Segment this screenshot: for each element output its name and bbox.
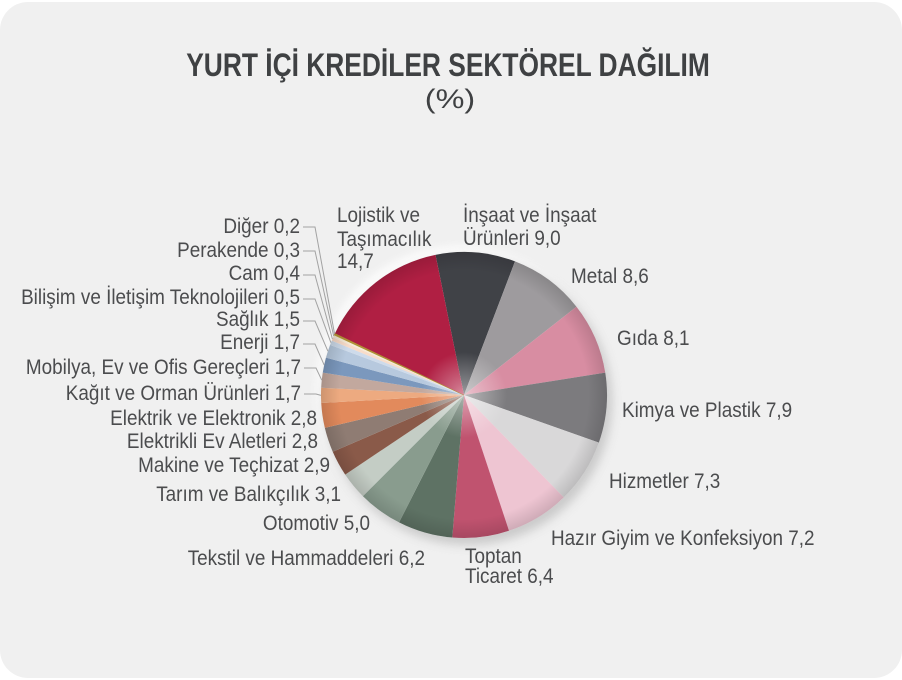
svg-text:Gıda 8,1: Gıda 8,1 (617, 327, 689, 350)
svg-text:Ticaret 6,4: Ticaret 6,4 (465, 565, 554, 588)
svg-text:Tekstil ve Hammaddeleri 6,2: Tekstil ve Hammaddeleri 6,2 (188, 547, 425, 570)
svg-text:Otomotiv 5,0: Otomotiv 5,0 (263, 512, 370, 535)
svg-text:Enerji 1,7: Enerji 1,7 (220, 331, 300, 354)
svg-text:Elektrikli Ev Aletleri 2,8: Elektrikli Ev Aletleri 2,8 (127, 430, 318, 453)
svg-text:Diğer 0,2: Diğer 0,2 (223, 215, 300, 238)
svg-text:Tarım ve Balıkçılık 3,1: Tarım ve Balıkçılık 3,1 (156, 483, 341, 506)
svg-text:Lojistik ve: Lojistik ve (337, 204, 420, 227)
svg-text:Ürünleri 9,0: Ürünleri 9,0 (463, 227, 561, 250)
svg-text:Perakende 0,3: Perakende 0,3 (177, 239, 300, 262)
svg-text:Elektrik ve Elektronik 2,8: Elektrik ve Elektronik 2,8 (110, 407, 317, 430)
svg-text:Toptan: Toptan (465, 545, 522, 568)
svg-text:Cam 0,4: Cam 0,4 (229, 262, 300, 285)
svg-text:Kağıt ve Orman Ürünleri 1,7: Kağıt ve Orman Ürünleri 1,7 (66, 382, 301, 405)
svg-text:Taşımacılık: Taşımacılık (337, 228, 432, 251)
svg-text:14,7: 14,7 (337, 250, 374, 273)
svg-text:Mobilya, Ev ve Ofis Gereçleri: Mobilya, Ev ve Ofis Gereçleri 1,7 (26, 356, 301, 379)
svg-text:Bilişim ve İletişim Teknolojil: Bilişim ve İletişim Teknolojileri 0,5 (21, 285, 300, 309)
svg-text:(%): (%) (425, 84, 475, 114)
svg-text:Makine ve Teçhizat 2,9: Makine ve Teçhizat 2,9 (138, 454, 330, 477)
svg-text:Kimya ve Plastik 7,9: Kimya ve Plastik 7,9 (622, 399, 792, 422)
svg-text:Sağlık 1,5: Sağlık 1,5 (216, 308, 300, 331)
svg-text:YURT İÇİ KREDİLER SEKTÖREL DAĞ: YURT İÇİ KREDİLER SEKTÖREL DAĞILIM (186, 47, 710, 84)
svg-text:Hizmetler 7,3: Hizmetler 7,3 (609, 470, 720, 493)
svg-text:İnşaat ve İnşaat: İnşaat ve İnşaat (463, 203, 597, 227)
svg-text:Hazır Giyim ve Konfeksiyon 7,2: Hazır Giyim ve Konfeksiyon 7,2 (551, 527, 815, 550)
svg-text:Metal 8,6: Metal 8,6 (571, 265, 649, 288)
